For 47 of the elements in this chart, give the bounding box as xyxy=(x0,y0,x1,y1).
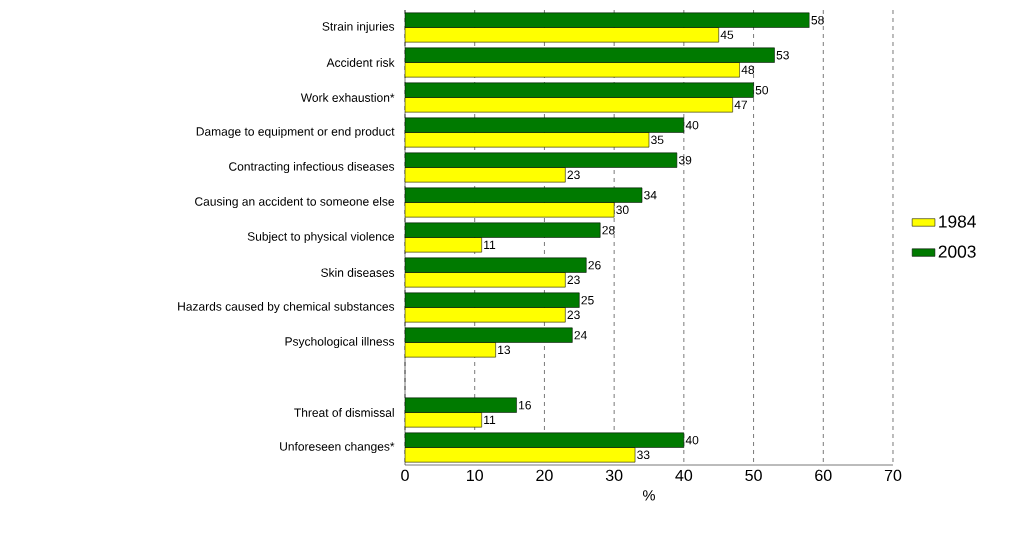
y-tick-label: Skin diseases xyxy=(321,268,395,277)
data-label: 48 xyxy=(741,65,755,75)
data-label: 40 xyxy=(685,435,699,445)
x-axis-title: % xyxy=(643,490,655,501)
data-label: 39 xyxy=(678,155,692,165)
data-label: 50 xyxy=(755,85,769,95)
y-tick-label: Causing an accident to someone else xyxy=(195,196,395,209)
data-label: 45 xyxy=(720,30,734,40)
data-label: 26 xyxy=(588,260,601,270)
data-label: 11 xyxy=(484,240,496,249)
x-tick-label: 60 xyxy=(815,469,832,482)
data-label: 47 xyxy=(734,100,747,109)
x-tick-label: 20 xyxy=(536,469,553,482)
data-label: 23 xyxy=(567,170,580,180)
data-label: 30 xyxy=(616,205,629,215)
data-label: 58 xyxy=(811,15,824,25)
data-label: 23 xyxy=(567,310,580,320)
y-tick-label: Damage to equipment or end product xyxy=(196,126,395,139)
y-tick-label: Psychological illness xyxy=(285,336,395,349)
x-tick-label: 0 xyxy=(401,469,409,482)
x-tick-label: 10 xyxy=(467,469,483,482)
x-tick-label: 30 xyxy=(605,469,623,482)
y-tick-label: Contracting infectious diseases xyxy=(229,161,395,174)
y-tick-label: Threat of dismissal xyxy=(294,408,394,417)
data-label: 11 xyxy=(484,415,496,424)
x-tick-label: 70 xyxy=(884,469,902,482)
data-label: 23 xyxy=(567,275,580,285)
y-tick-label: Subject to physical violence xyxy=(247,231,395,244)
legend-label: 2003 xyxy=(938,245,976,258)
data-label: 13 xyxy=(498,345,511,355)
y-tick-label: Work exhaustion* xyxy=(300,93,395,102)
data-label: 33 xyxy=(637,450,650,460)
y-tick-label: Hazards caused by chemical substances xyxy=(178,301,395,314)
data-label: 53 xyxy=(776,50,789,60)
x-tick-label: 40 xyxy=(675,469,693,482)
data-label: 16 xyxy=(519,400,531,410)
data-label: 40 xyxy=(685,120,699,130)
legend-label: 1984 xyxy=(939,215,976,228)
data-label: 24 xyxy=(574,330,587,340)
data-label: 28 xyxy=(602,225,615,235)
y-tick-label: Accident risk xyxy=(326,58,395,67)
data-label: 34 xyxy=(644,190,657,200)
data-label: 35 xyxy=(651,135,664,145)
y-tick-label: Unforeseen changes* xyxy=(280,441,395,454)
y-tick-label: Strain injuries xyxy=(322,21,395,34)
data-label: 25 xyxy=(581,295,594,305)
x-tick-label: 50 xyxy=(745,469,762,482)
